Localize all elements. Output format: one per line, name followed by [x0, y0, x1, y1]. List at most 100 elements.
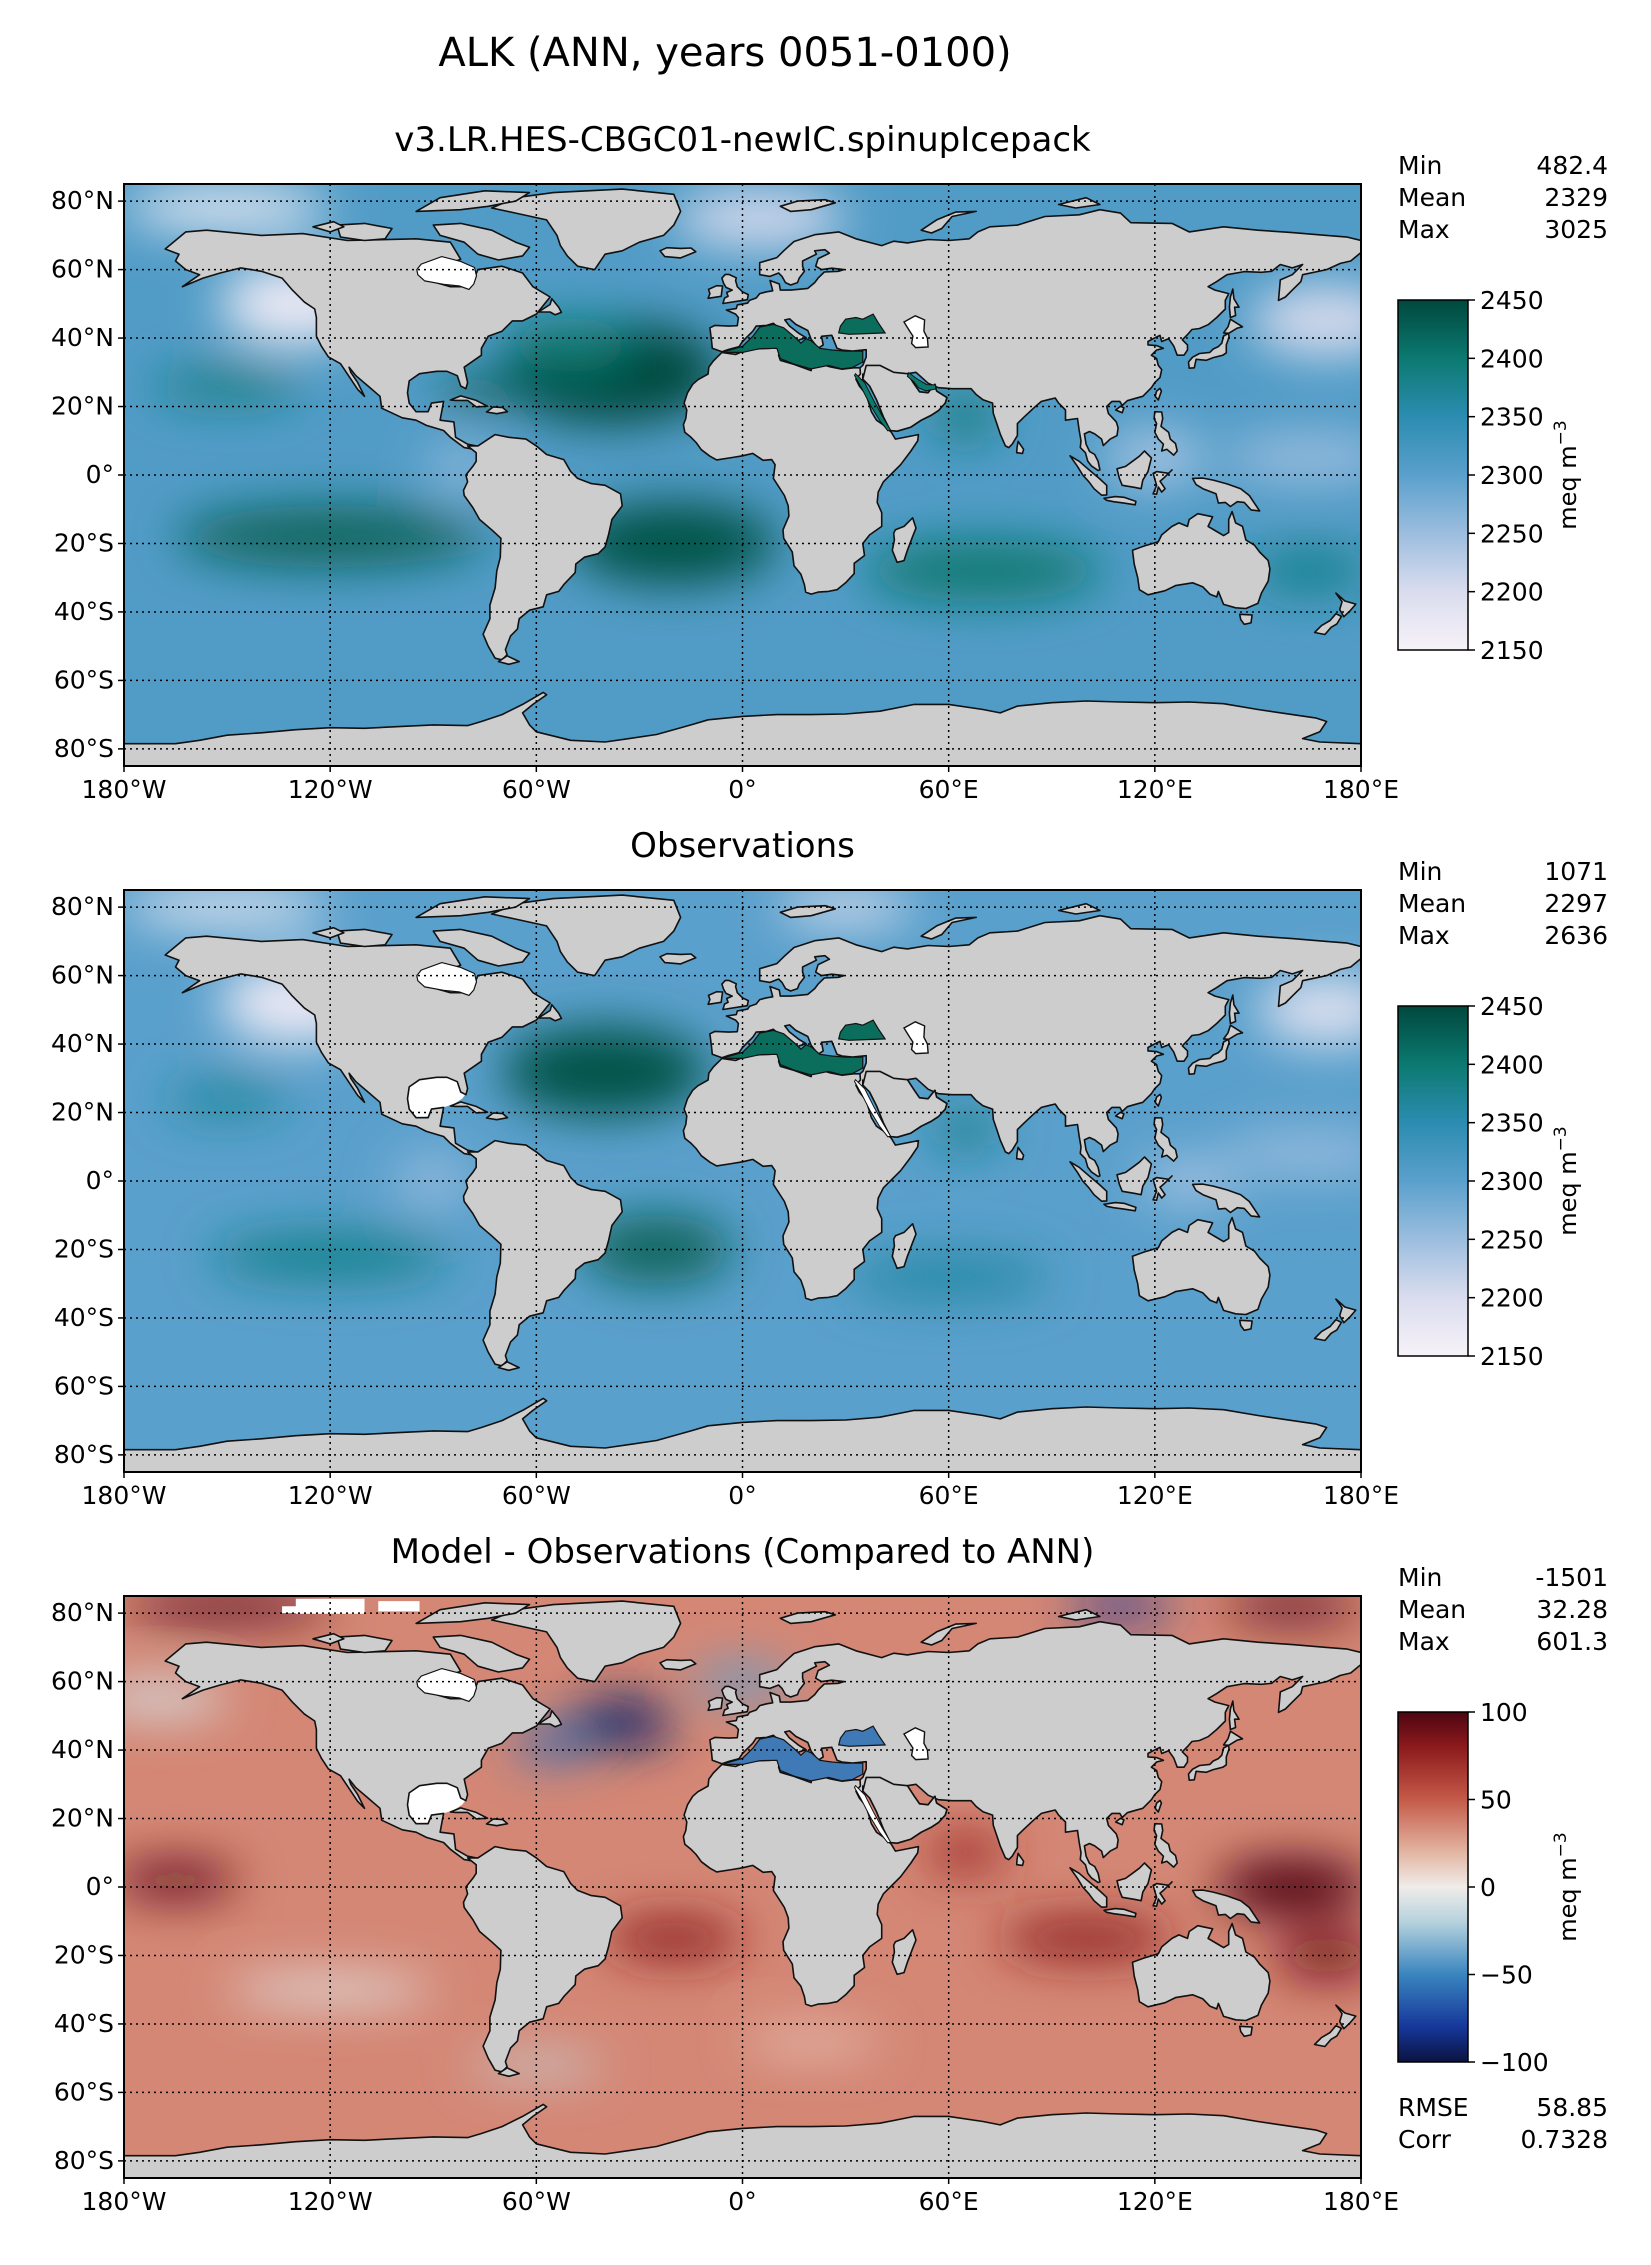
land-antarctica [124, 691, 1361, 766]
stat-min: Min 482.4 [1398, 151, 1608, 180]
colorbar-tick-label: 2450 [1480, 286, 1544, 315]
land-hainan [1114, 1111, 1125, 1120]
land-java [1103, 495, 1137, 506]
sea-mediterranean [721, 1735, 864, 1782]
land-new-guinea [1191, 477, 1261, 512]
field-anomaly [605, 1917, 743, 1959]
graticule [124, 1596, 1361, 2178]
lat-tick-label: 40°N [51, 323, 114, 352]
land-sulawesi [1152, 1881, 1173, 1908]
land-australia [1131, 1216, 1271, 1316]
land-novaya-zemlya [920, 210, 978, 234]
land-north-america [164, 229, 551, 451]
lat-tick-label: 20°S [54, 528, 114, 557]
land-taiwan [1154, 1093, 1163, 1107]
lat-tick-label: 60°S [54, 1371, 114, 1400]
lon-tick-label: 0° [728, 2187, 756, 2216]
field-anomaly [1223, 433, 1361, 482]
sea-hudson-bay [416, 255, 478, 291]
land-tierra-del-fuego [497, 1360, 521, 1372]
sea-black-sea [837, 1725, 887, 1747]
lat-tick-label: 40°N [51, 1029, 114, 1058]
page-title: ALK (ANN, years 0051-0100) [438, 30, 1012, 76]
land-sulawesi [1152, 469, 1173, 496]
land-java [1103, 1907, 1137, 1918]
colorbar-tick-label: −100 [1480, 2048, 1549, 2077]
land-sumatra [1069, 1160, 1108, 1203]
land-hainan [1114, 405, 1125, 414]
lat-tick-label: 20°S [54, 1234, 114, 1263]
colorbar-tick-label: 50 [1480, 1786, 1512, 1815]
land-ireland [707, 284, 724, 300]
land-baffin [432, 222, 531, 261]
land-new-guinea [1191, 1183, 1261, 1218]
land-banks-is [312, 220, 345, 233]
land-victoria-is [336, 1634, 393, 1654]
field-anomaly [1223, 1133, 1361, 1175]
land-hokkaido [1222, 1024, 1244, 1041]
panel-observations: Observations 80°N 60°N 40°N 20°N 0° 20°S 40°S 6… [0, 826, 1651, 1534]
land-tierra-del-fuego [497, 2066, 521, 2078]
land-tasmania [1238, 1319, 1253, 1332]
land-hispaniola [485, 406, 509, 415]
sea-black-sea [837, 1019, 887, 1041]
stats-block-bottom: RMSE 58.85 Corr 0.7328 [1398, 2092, 1608, 2156]
land-new-zealand-n [1335, 1298, 1357, 1324]
sea-caspian [903, 1021, 929, 1055]
land-victoria-is [336, 222, 393, 242]
field-anomaly [175, 505, 485, 568]
land-borneo [1116, 1156, 1153, 1196]
land-madagascar [891, 516, 917, 564]
field-anomaly [151, 368, 303, 404]
colorbar-tick-label: 2400 [1480, 1050, 1544, 1079]
sea-black-sea [837, 313, 887, 335]
stat-corr: Corr 0.7328 [1398, 2125, 1608, 2154]
panel-difference: Model - Observations (Compared to ANN) 8… [0, 1532, 1651, 2240]
field-anomaly [508, 317, 633, 373]
sea-hudson-bay [416, 1667, 478, 1703]
lon-tick-label: 60°E [919, 1481, 979, 1510]
colorbar-tick-label: 2400 [1480, 344, 1544, 373]
land-australia [1131, 1922, 1271, 2022]
sea-hudson-bay [416, 961, 478, 997]
lat-tick-label: 40°N [51, 1735, 114, 1764]
missing-arctic [282, 1606, 310, 1614]
colorbar-tick-label: 2200 [1480, 1284, 1544, 1313]
sea-red-sea [853, 372, 892, 432]
land-tierra-del-fuego [497, 654, 521, 666]
land-newfoundland [537, 1709, 563, 1728]
lon-tick-label: 60°W [502, 1481, 571, 1510]
missing-arctic [378, 1601, 420, 1612]
colorbar [1397, 299, 1469, 651]
land-sri-lanka [1015, 1146, 1025, 1161]
colorbar-tick-label: 2150 [1480, 636, 1544, 665]
lat-tick-label: 60°N [51, 1667, 114, 1696]
lon-tick-label: 0° [728, 775, 756, 804]
graticule [124, 890, 1361, 1472]
lon-tick-label: 120°E [1117, 775, 1193, 804]
map-difference: 80°N 60°N 40°N 20°N 0° 20°S 40°S 60°S 80°S 180°W 1… [51, 1595, 1582, 2216]
land-banks-is [312, 1632, 345, 1645]
lat-tick-label: 40°S [54, 2009, 114, 2038]
colorbar-tick-label: 2150 [1480, 1342, 1544, 1371]
stat-mean: Mean 2329 [1398, 183, 1608, 212]
lon-tick-label: 180°E [1323, 775, 1399, 804]
stat-mean: Mean 2297 [1398, 889, 1608, 918]
lat-tick-label: 40°S [54, 597, 114, 626]
colorbar-tick-label: 2350 [1480, 403, 1544, 432]
land-philippines [1153, 1822, 1178, 1868]
stat-max: Max 2636 [1398, 921, 1608, 950]
lat-tick-label: 80°N [51, 1598, 114, 1627]
land-new-zealand-s [1313, 1318, 1343, 1342]
land-ireland [707, 1696, 724, 1712]
lon-tick-label: 60°E [919, 775, 979, 804]
sea-mediterranean [721, 1029, 864, 1076]
land-new-zealand-n [1335, 592, 1357, 618]
land-severnaya [1057, 1608, 1101, 1621]
land-sumatra [1069, 1866, 1108, 1909]
land-sri-lanka [1015, 440, 1025, 455]
lon-tick-label: 180°E [1323, 2187, 1399, 2216]
stats-block: Min -1501 Mean 32.28 Max 601.3 [1398, 1562, 1608, 1658]
land-sumatra [1069, 454, 1108, 497]
land-iceland [659, 952, 697, 965]
